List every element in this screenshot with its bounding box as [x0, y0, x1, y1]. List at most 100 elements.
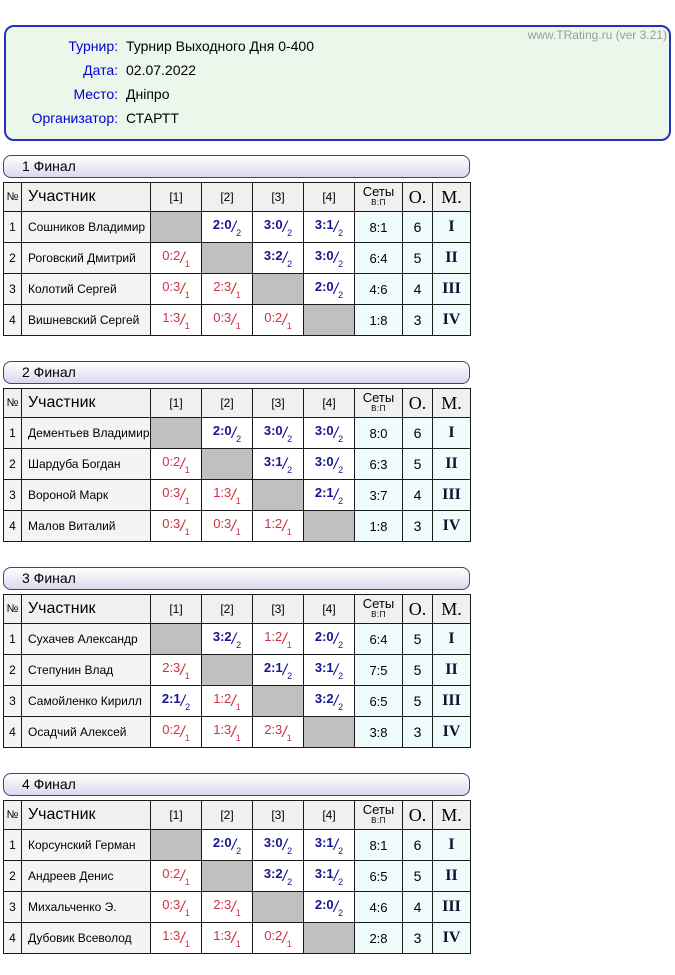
info-label: Организатор:: [31, 110, 118, 126]
info-value: Турнир Выходного Дня 0-400: [126, 38, 314, 54]
participant-name: Андреев Денис: [21, 860, 151, 892]
tournament-info-box: Турнир: Турнир Выходного Дня 0-400 Дата:…: [4, 25, 671, 141]
group-title: 2 Финал: [22, 364, 76, 380]
points-cell: 3: [402, 510, 433, 542]
row-number: 3: [3, 891, 22, 923]
score-slash: /: [180, 518, 185, 535]
row-number: 4: [3, 922, 22, 954]
group-section: 2 Финал № Участник [1] [2] [3] [4] Сеты В:П…: [3, 361, 675, 542]
match-score: 2:0: [212, 217, 232, 232]
match-points-sub: 2: [338, 640, 344, 650]
match-score-cell: 2:0/2: [201, 211, 253, 243]
match-score-cell: 3:1/2: [303, 829, 355, 861]
col-header-opponent: [2]: [201, 388, 253, 418]
match-score: 3:2: [263, 248, 283, 263]
place-cell: II: [432, 654, 471, 686]
match-score: 3:2: [212, 629, 232, 644]
match-score: 0:2: [264, 928, 283, 943]
score-slash: /: [282, 930, 287, 947]
match-score-cell: 0:3/1: [201, 304, 253, 336]
match-score: 0:3: [213, 516, 232, 531]
place-cell: III: [432, 685, 471, 717]
match-score-cell: 3:0/2: [252, 829, 304, 861]
score-slash: /: [333, 899, 339, 916]
participant-name: Самойленко Кирилл: [21, 685, 151, 717]
points-cell: 5: [402, 623, 433, 655]
match-score: 1:3: [213, 722, 232, 737]
score-slash: /: [231, 219, 237, 236]
score-slash: /: [333, 837, 339, 854]
match-score-cell: 0:3/1: [150, 891, 202, 923]
score-slash: /: [333, 662, 339, 679]
match-score-cell: 0:3/1: [150, 510, 202, 542]
col-header-opponent: [1]: [150, 182, 202, 212]
match-score: 0:2: [264, 310, 283, 325]
match-score: 3:0: [314, 423, 334, 438]
match-score-cell: 2:0/2: [303, 891, 355, 923]
score-slash: /: [180, 662, 185, 679]
points-cell: 4: [402, 891, 433, 923]
match-score-cell: 2:1/2: [150, 685, 202, 717]
match-points-sub: 2: [338, 846, 344, 856]
match-score: 2:0: [212, 835, 232, 850]
participant-name: Дубовик Всеволод: [21, 922, 151, 954]
col-header-number: №: [3, 388, 22, 418]
self-cell: [252, 891, 304, 923]
participant-name: Вороной Марк: [21, 479, 151, 511]
row-number: 2: [3, 448, 22, 480]
match-points-sub: 1: [235, 321, 241, 331]
score-slash: /: [231, 487, 236, 504]
sets-label: Сеты: [362, 596, 395, 611]
table-row: 1 Сухачев Александр 3:2/2 1:2/1 2:0/2 6:4 5…: [3, 623, 471, 655]
match-score-cell: 0:2/1: [252, 922, 304, 954]
score-slash: /: [231, 837, 237, 854]
results-table: № Участник [1] [2] [3] [4] Сеты В:П О. М. 1…: [3, 388, 471, 542]
match-score-cell: 1:2/1: [201, 685, 253, 717]
table-row: 4 Малов Виталий 0:3/1 0:3/1 1:2/1 1:8 3 IV: [3, 510, 471, 542]
match-points-sub: 2: [338, 908, 344, 918]
participant-name: Вишневский Сергей: [21, 304, 151, 336]
points-cell: 3: [402, 304, 433, 336]
points-cell: 6: [402, 417, 433, 449]
row-number: 2: [3, 654, 22, 686]
match-points-sub: 2: [338, 228, 344, 238]
score-slash: /: [282, 662, 288, 679]
col-header-participant: Участник: [21, 182, 151, 212]
self-cell: [252, 479, 304, 511]
match-score: 3:1: [314, 835, 334, 850]
group-title: 1 Финал: [22, 158, 76, 174]
match-score-cell: 1:3/1: [201, 922, 253, 954]
score-slash: /: [282, 724, 287, 741]
score-slash: /: [333, 219, 339, 236]
self-cell: [150, 417, 202, 449]
table-row: 2 Роговский Дмитрий 0:2/1 3:2/2 3:0/2 6:4 5…: [3, 242, 471, 274]
match-points-sub: 1: [184, 733, 190, 743]
table-row: 3 Вороной Марк 0:3/1 1:3/1 2:1/2 3:7 4 III: [3, 479, 471, 511]
row-number: 4: [3, 716, 22, 748]
match-points-sub: 1: [184, 259, 190, 269]
col-header-opponent: [3]: [252, 594, 304, 624]
col-header-number: №: [3, 594, 22, 624]
match-score: 0:2: [162, 454, 181, 469]
sets-cell: 1:8: [354, 304, 403, 336]
self-cell: [150, 829, 202, 861]
match-score: 3:1: [263, 454, 283, 469]
place-cell: I: [432, 623, 471, 655]
row-number: 4: [3, 510, 22, 542]
score-slash: /: [282, 425, 288, 442]
score-slash: /: [282, 868, 288, 885]
sets-cell: 6:5: [354, 860, 403, 892]
score-slash: /: [333, 250, 339, 267]
match-points-sub: 2: [338, 877, 344, 887]
col-header-points: О.: [402, 800, 433, 830]
points-cell: 4: [402, 273, 433, 305]
score-slash: /: [333, 487, 339, 504]
place-cell: IV: [432, 304, 471, 336]
match-score: 3:0: [314, 454, 334, 469]
match-score-cell: 1:2/1: [252, 510, 304, 542]
match-score: 3:0: [263, 423, 283, 438]
match-score: 1:3: [213, 485, 232, 500]
row-number: 2: [3, 860, 22, 892]
info-value: Дніпро: [126, 86, 170, 102]
participant-name: Михальченко Э.: [21, 891, 151, 923]
